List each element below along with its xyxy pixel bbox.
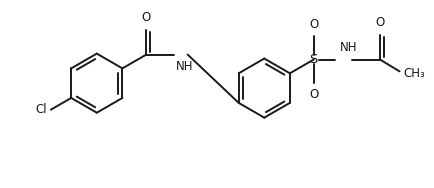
Text: O: O	[375, 16, 385, 29]
Text: NH: NH	[176, 60, 193, 73]
Text: O: O	[309, 18, 319, 31]
Text: O: O	[141, 11, 151, 24]
Text: Cl: Cl	[35, 103, 47, 116]
Text: NH: NH	[339, 41, 357, 54]
Text: CH₃: CH₃	[404, 67, 425, 80]
Text: S: S	[309, 53, 318, 66]
Text: O: O	[309, 88, 319, 101]
